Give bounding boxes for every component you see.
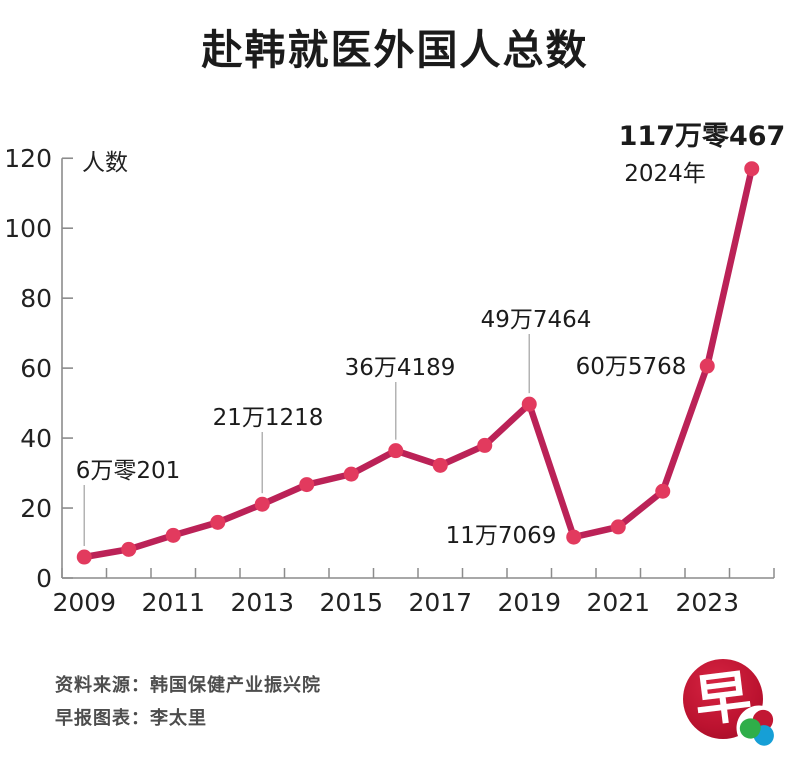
data-point — [655, 483, 671, 499]
credit-text: 早报图表：李太里 — [55, 708, 207, 729]
x-tick-label: 2009 — [52, 588, 116, 617]
x-tick-label: 2015 — [319, 588, 383, 617]
annotation-label: 21万1218 — [213, 405, 324, 431]
footer: 资料来源：韩国保健产业振兴院 早报图表：李太里 — [55, 669, 321, 735]
data-point — [744, 161, 760, 177]
data-line — [81, 165, 755, 561]
data-point — [566, 529, 582, 545]
x-tick-label: 2011 — [141, 588, 205, 617]
zaobao-logo: 早 — [683, 659, 782, 751]
annotation-label: 60万5768 — [576, 354, 687, 380]
data-point — [299, 477, 315, 493]
source-text: 资料来源：韩国保健产业振兴院 — [55, 675, 321, 696]
y-tick-label: 0 — [36, 564, 52, 593]
x-tick-label: 2013 — [230, 588, 294, 617]
logo-swirl-icon — [736, 705, 782, 751]
y-tick-label: 20 — [20, 494, 52, 523]
x-tick-label: 2017 — [408, 588, 472, 617]
y-tick-label: 120 — [4, 144, 52, 173]
y-axis-title: 人数 — [82, 150, 128, 176]
x-tick-label: 2021 — [586, 588, 650, 617]
annotation-label: 2024年 — [624, 161, 706, 187]
data-point — [343, 466, 359, 482]
annotation-label: 49万7464 — [481, 307, 592, 333]
data-point — [76, 549, 92, 565]
data-point — [521, 396, 537, 412]
annotation-label: 36万4189 — [345, 355, 456, 381]
data-point — [477, 437, 493, 453]
y-tick-label: 40 — [20, 424, 52, 453]
annotation-label: 117万零467 — [619, 121, 786, 152]
data-point — [210, 514, 226, 530]
data-point — [121, 541, 137, 557]
annotation-label: 11万7069 — [446, 523, 557, 549]
y-tick-label: 80 — [20, 284, 52, 313]
data-point — [699, 358, 715, 374]
page-title: 赴韩就医外国人总数 — [201, 26, 589, 74]
data-point — [254, 496, 270, 512]
x-tick-label: 2019 — [497, 588, 561, 617]
y-tick-label: 100 — [4, 214, 52, 243]
data-point — [165, 527, 181, 543]
swirl-petal-green — [739, 718, 761, 739]
y-tick-label: 60 — [20, 354, 52, 383]
data-point — [610, 519, 626, 535]
data-point — [432, 457, 448, 473]
annotation-label: 6万零201 — [76, 458, 181, 484]
x-tick-label: 2023 — [675, 588, 739, 617]
data-point — [388, 443, 404, 459]
